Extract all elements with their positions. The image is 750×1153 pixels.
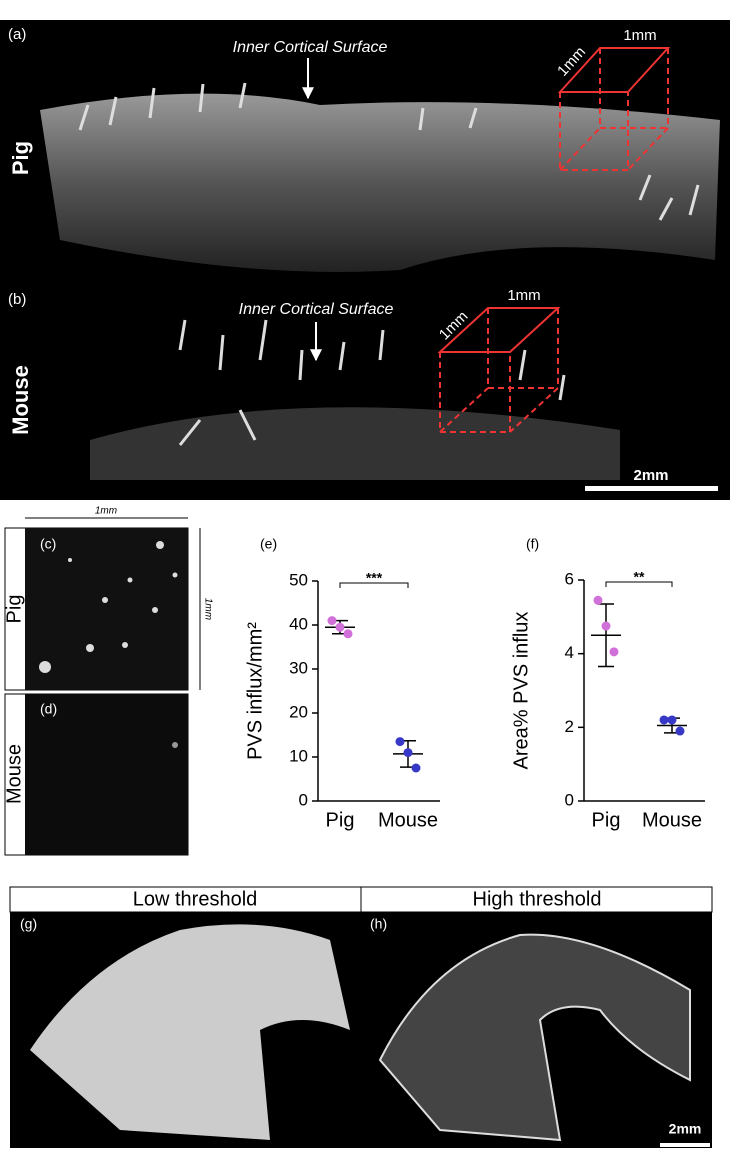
significance-bracket — [339, 582, 409, 588]
panel-label: (d) — [40, 701, 57, 717]
box — [559, 48, 669, 171]
data-point — [675, 726, 685, 736]
scale-bar — [660, 1143, 710, 1147]
species-label: Mouse — [8, 365, 33, 435]
y-tick-label: 6 — [565, 569, 574, 588]
panel-d: (d) Mouse — [3, 693, 189, 856]
species-label: Mouse — [3, 744, 25, 804]
y-tick-label: 4 — [565, 643, 574, 662]
panel-label: (h) — [370, 916, 387, 932]
annotation: Inner Cortical Surface — [239, 301, 394, 318]
panel-label: (e) — [260, 536, 277, 552]
species-label: Pig — [3, 595, 25, 624]
panel-label: (b) — [8, 291, 26, 308]
high-threshold-tissue — [378, 933, 691, 1142]
y-tick-label: 0 — [565, 790, 574, 809]
panel-label: (f) — [526, 536, 539, 552]
panel-b: (b) Mouse Inner Cortical Surface 1mm 1mm… — [8, 287, 718, 491]
data-point — [593, 595, 603, 605]
significance-label: *** — [366, 570, 383, 586]
data-point — [411, 763, 421, 773]
y-tick-label: 2 — [565, 717, 574, 736]
heading: High threshold — [473, 888, 602, 910]
y-tick-label: 20 — [289, 702, 308, 721]
panel-label: (c) — [40, 536, 56, 552]
x-tick-label: Mouse — [642, 809, 702, 831]
vessels — [78, 82, 700, 446]
heading: Low threshold — [133, 888, 258, 910]
species-label: Pig — [8, 141, 33, 175]
panel-label: (a) — [8, 26, 26, 43]
panel-label: (g) — [20, 916, 37, 932]
data-point — [327, 616, 337, 626]
data-point — [403, 748, 413, 758]
y-tick-label: 10 — [289, 746, 308, 765]
box — [439, 308, 559, 433]
dimension-label: 1mm — [623, 27, 656, 44]
data-point — [659, 715, 669, 725]
image-c — [25, 528, 188, 690]
x-tick-label: Pig — [326, 809, 355, 831]
y-tick-label: 30 — [289, 658, 308, 677]
mouse-tissue — [60, 300, 620, 500]
y-axis-label: PVS influx/mm² — [244, 622, 266, 760]
panel-c: 1mm 1mm (c) Pig — [3, 506, 213, 691]
error-bar — [598, 603, 614, 668]
scale-bar — [585, 486, 718, 491]
vessel-dot — [172, 742, 178, 748]
pig-tissue — [40, 93, 720, 272]
annotation: Inner Cortical Surface — [233, 39, 388, 56]
data-point — [395, 737, 405, 747]
image-d — [25, 694, 188, 855]
y-tick-label: 50 — [289, 570, 308, 589]
data-point — [601, 621, 611, 631]
x-tick-label: Mouse — [378, 809, 438, 831]
dimension-label: 1mm — [507, 287, 540, 304]
dimension-label: 1mm — [202, 598, 213, 620]
scale-label: 2mm — [633, 467, 668, 484]
data-point — [343, 629, 353, 639]
data-point — [667, 715, 677, 725]
vessel-dots — [39, 541, 178, 673]
significance-label: ** — [634, 569, 645, 585]
x-tick-label: Pig — [592, 809, 621, 831]
scale-label: 2mm — [669, 1121, 702, 1137]
y-tick-label: 0 — [299, 790, 308, 809]
data-point — [609, 647, 619, 657]
low-threshold-tissue — [30, 924, 350, 1140]
significance-bracket — [605, 581, 673, 587]
data-point — [335, 622, 345, 632]
dimension-label: 1mm — [95, 506, 117, 517]
y-tick-label: 40 — [289, 614, 308, 633]
panel-gh: Low threshold High threshold (g) (h) 2mm — [9, 886, 713, 1148]
y-axis-label: Area% PVS influx — [510, 612, 532, 770]
